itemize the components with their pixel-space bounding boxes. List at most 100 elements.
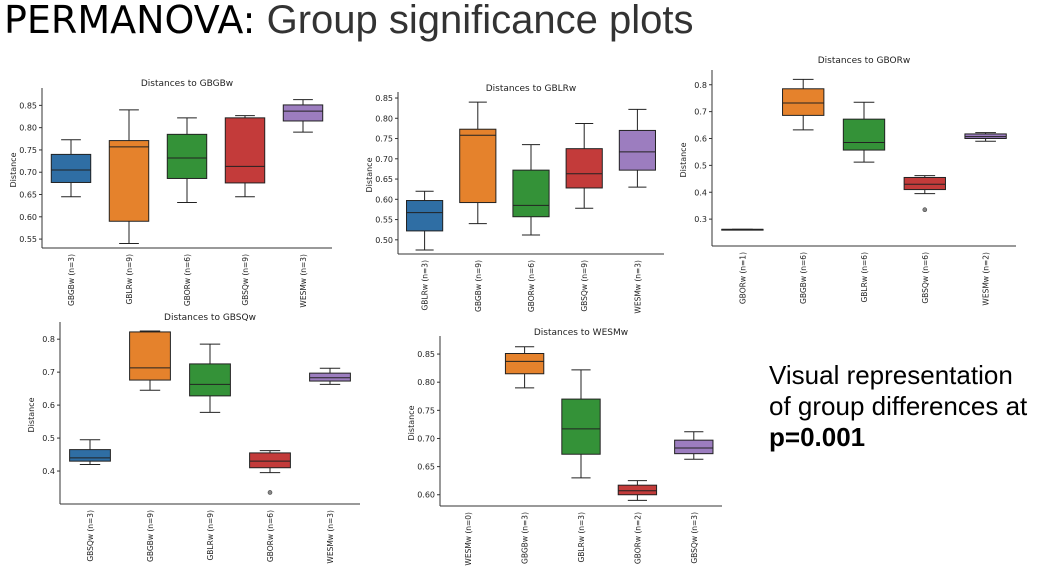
box-iqr bbox=[282, 104, 324, 122]
y-tick-label: 0.70 bbox=[19, 168, 37, 177]
y-tick-label: 0.50 bbox=[375, 236, 393, 245]
y-tick-label: 0.75 bbox=[19, 146, 37, 155]
y-tick-label: 0.85 bbox=[375, 94, 393, 103]
chart-distances-to-gbsqw: Distances to GBSQw Distance 0.4 0.5 0.6 0.7 0.… bbox=[27, 313, 360, 564]
y-tick-label: 0.7 bbox=[42, 368, 55, 377]
y-tick-label: 0.80 bbox=[19, 124, 37, 133]
box-iqr bbox=[674, 439, 714, 455]
y-tick-label: 0.5 bbox=[42, 434, 55, 443]
box-iqr bbox=[108, 140, 150, 222]
box-iqr bbox=[512, 169, 550, 218]
y-tick-label: 0.65 bbox=[417, 463, 435, 472]
box-gborw bbox=[166, 117, 208, 204]
x-tick-label: GBGBw (n=9) bbox=[146, 510, 155, 562]
y-axis-label: Distance bbox=[679, 142, 688, 177]
box-gbgbw bbox=[459, 101, 497, 225]
box-iqr bbox=[617, 484, 658, 496]
box-iqr bbox=[224, 117, 266, 184]
box-iqr bbox=[249, 452, 291, 469]
chart-title: Distances to GBLRw bbox=[486, 84, 577, 94]
caption-line-1: Visual representation bbox=[769, 360, 1013, 390]
y-tick-label: 0.60 bbox=[417, 491, 435, 500]
x-tick-label: GBORw (n=6) bbox=[183, 254, 192, 306]
box-gblrw bbox=[406, 190, 444, 251]
y-axis-label: Distance bbox=[365, 157, 374, 192]
box-iqr bbox=[69, 449, 111, 462]
box-gbgbw bbox=[504, 346, 545, 389]
chart-title: Distances to GBSQw bbox=[164, 313, 256, 323]
y-tick-label: 0.8 bbox=[42, 335, 55, 344]
y-tick-label: 0.55 bbox=[375, 216, 393, 225]
caption: Visual representation of group differenc… bbox=[769, 360, 1027, 453]
chart-distances-to-gbgbw: Distances to GBGBw Distance 0.55 0.60 0.65 0.… bbox=[9, 79, 332, 308]
box-iqr bbox=[406, 200, 444, 232]
slide-title-prefix: PERMANOVA: bbox=[4, 0, 256, 42]
box-wesmw bbox=[282, 99, 324, 133]
x-tick-label: WESMw (n=3) bbox=[299, 254, 308, 308]
x-tick-label: GBORw (n=2) bbox=[633, 512, 642, 564]
box-gblrw bbox=[108, 109, 150, 245]
x-tick-label: GBLRw (n=3) bbox=[421, 260, 430, 311]
box-iqr bbox=[50, 153, 92, 183]
y-tick-label: 0.80 bbox=[417, 378, 435, 387]
caption-line-2: of group differences at bbox=[769, 391, 1028, 421]
y-tick-label: 0.5 bbox=[694, 161, 707, 170]
box-gbgbw bbox=[50, 139, 92, 198]
outlier-point bbox=[267, 490, 273, 495]
box-gbsqw bbox=[224, 115, 266, 198]
box-iqr bbox=[504, 353, 545, 375]
x-tick-label: GBGBw (n=3) bbox=[521, 512, 530, 564]
x-tick-label: GBLRw (n=9) bbox=[206, 510, 215, 561]
x-tick-label: WESMw (n=2) bbox=[982, 252, 991, 306]
box-gborw bbox=[617, 480, 658, 501]
slide-title: PERMANOVA: Group significance plots bbox=[4, 0, 694, 43]
chart-title: Distances to WESMw bbox=[534, 328, 628, 338]
box-iqr bbox=[618, 129, 656, 171]
x-tick-label: GBORw (n=6) bbox=[266, 510, 275, 562]
x-tick-label: GBSQw (n=3) bbox=[690, 512, 699, 564]
x-tick-label: GBGBw (n=9) bbox=[474, 260, 483, 312]
x-tick-label: GBSQw (n=6) bbox=[921, 252, 930, 304]
chart-distances-to-gborw: Distances to GBORw Distance 0.3 0.4 0.5 0.6 0.… bbox=[679, 56, 1016, 306]
box-iqr bbox=[129, 331, 171, 381]
box-wesmw bbox=[964, 132, 1007, 142]
x-tick-label: GBSQw (n=9) bbox=[580, 260, 589, 312]
box-gborw bbox=[512, 144, 550, 236]
x-tick-label: GBLRw (n=3) bbox=[577, 512, 586, 563]
box-iqr bbox=[166, 133, 208, 179]
x-tick-label: GBSQw (n=3) bbox=[86, 510, 95, 562]
box-gbsqw bbox=[69, 439, 111, 465]
x-tick-label: GBGBw (n=6) bbox=[799, 252, 808, 304]
box-iqr bbox=[782, 88, 825, 116]
box-gblrw bbox=[842, 101, 886, 163]
box-wesmw bbox=[309, 367, 351, 385]
box-gblrw bbox=[189, 343, 231, 413]
y-tick-label: 0.4 bbox=[42, 467, 55, 476]
y-tick-label: 0.60 bbox=[375, 195, 393, 204]
y-tick-label: 0.75 bbox=[375, 135, 393, 144]
x-tick-label: GBLRw (n=6) bbox=[860, 252, 869, 303]
y-tick-label: 0.3 bbox=[694, 215, 707, 224]
box-gblrw bbox=[561, 369, 601, 479]
y-tick-label: 0.4 bbox=[694, 188, 707, 197]
box-iqr bbox=[459, 128, 497, 204]
slide-title-main: Group significance plots bbox=[266, 0, 694, 42]
x-tick-label: WESMw (n=3) bbox=[633, 260, 642, 314]
y-tick-label: 0.65 bbox=[19, 191, 37, 200]
chart-title: Distances to GBORw bbox=[818, 56, 911, 66]
y-axis-label: Distance bbox=[407, 405, 416, 440]
y-tick-label: 0.8 bbox=[694, 81, 707, 90]
box-iqr bbox=[903, 176, 946, 191]
y-tick-label: 0.7 bbox=[694, 108, 707, 117]
box-iqr bbox=[842, 118, 886, 151]
box-gbgbw bbox=[129, 330, 171, 391]
y-tick-label: 0.6 bbox=[694, 135, 707, 144]
x-tick-label: GBORw (n=1) bbox=[738, 252, 747, 304]
outlier-point bbox=[922, 207, 928, 213]
box-iqr bbox=[565, 148, 603, 189]
x-tick-label: GBSQw (n=9) bbox=[241, 254, 250, 306]
x-tick-label: GBLRw (n=9) bbox=[125, 254, 134, 305]
x-tick-label: WESMw (n=0) bbox=[464, 512, 473, 566]
y-tick-label: 0.60 bbox=[19, 213, 37, 222]
box-iqr bbox=[561, 398, 601, 455]
